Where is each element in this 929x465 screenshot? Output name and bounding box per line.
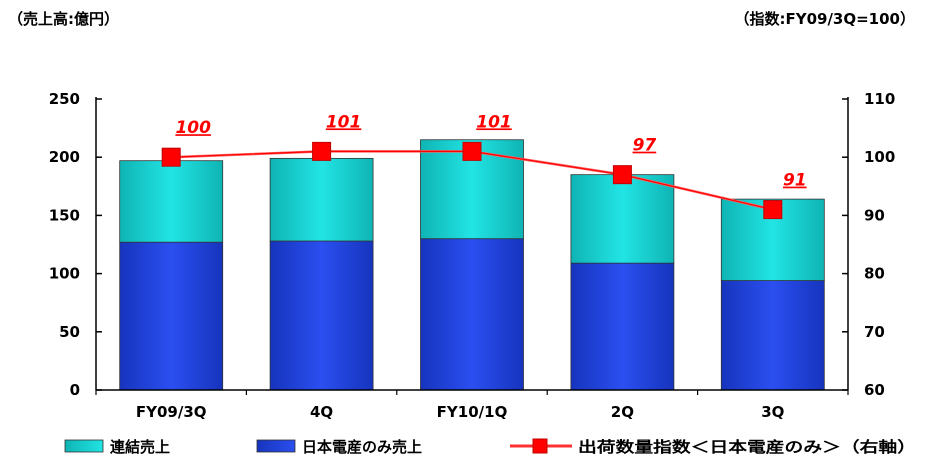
category-label-4: 3Q [761, 403, 784, 421]
legend-label-nidec-only: 日本電産のみ売上 [302, 438, 422, 456]
index-data-label-1: 101 [326, 112, 362, 132]
left-tick-label-0: 0 [70, 381, 80, 399]
bar-consolidated-3 [570, 174, 675, 264]
category-label-0: FY09/3Q [136, 403, 207, 421]
bar-nidec-only-1 [269, 240, 374, 391]
right-tick-label-2: 80 [864, 265, 885, 283]
right-tick-label-3: 90 [864, 206, 885, 224]
legend: 連結売上 日本電産のみ売上 出荷数量指数＜日本電産のみ＞（右軸） [64, 438, 916, 456]
right-tick-label-1: 70 [864, 323, 885, 341]
bar-consolidated-1 [269, 157, 374, 242]
left-tick-label-1: 50 [59, 323, 80, 341]
index-data-label-0: 100 [175, 118, 211, 138]
index-data-label-4: 91 [783, 171, 807, 191]
index-marker-0 [161, 147, 181, 167]
left-axis-unit: （売上高:億円） [8, 10, 119, 28]
category-label-3: 2Q [611, 403, 634, 421]
left-tick-label-4: 200 [49, 148, 80, 166]
index-marker-4 [763, 200, 783, 220]
bar-nidec-only-4 [720, 280, 825, 391]
legend-swatch-index-marker [532, 438, 548, 454]
right-tick-label-4: 100 [864, 148, 895, 166]
left-tick-label-3: 150 [49, 206, 80, 224]
category-label-1: 4Q [310, 403, 333, 421]
category-label-2: FY10/1Q [437, 403, 508, 421]
index-marker-2 [462, 141, 482, 161]
left-tick-label-2: 100 [49, 265, 80, 283]
right-tick-label-5: 110 [864, 90, 895, 108]
bar-nidec-only-0 [119, 241, 224, 391]
index-marker-1 [312, 141, 332, 161]
right-tick-label-0: 60 [864, 381, 885, 399]
legend-swatch-nidec-only [256, 439, 296, 453]
index-marker-3 [612, 165, 632, 185]
bar-nidec-only-3 [570, 262, 675, 391]
legend-label-index: 出荷数量指数＜日本電産のみ＞（右軸） [578, 438, 916, 456]
left-tick-label-5: 250 [49, 90, 80, 108]
right-axis-unit: （指数:FY09/3Q=100） [734, 10, 915, 28]
legend-swatch-consolidated [64, 439, 104, 453]
index-data-label-3: 97 [633, 136, 657, 156]
bar-consolidated-0 [119, 160, 224, 243]
index-data-label-2: 101 [476, 112, 512, 132]
legend-label-consolidated: 連結売上 [110, 438, 170, 456]
bar-nidec-only-2 [420, 238, 524, 391]
